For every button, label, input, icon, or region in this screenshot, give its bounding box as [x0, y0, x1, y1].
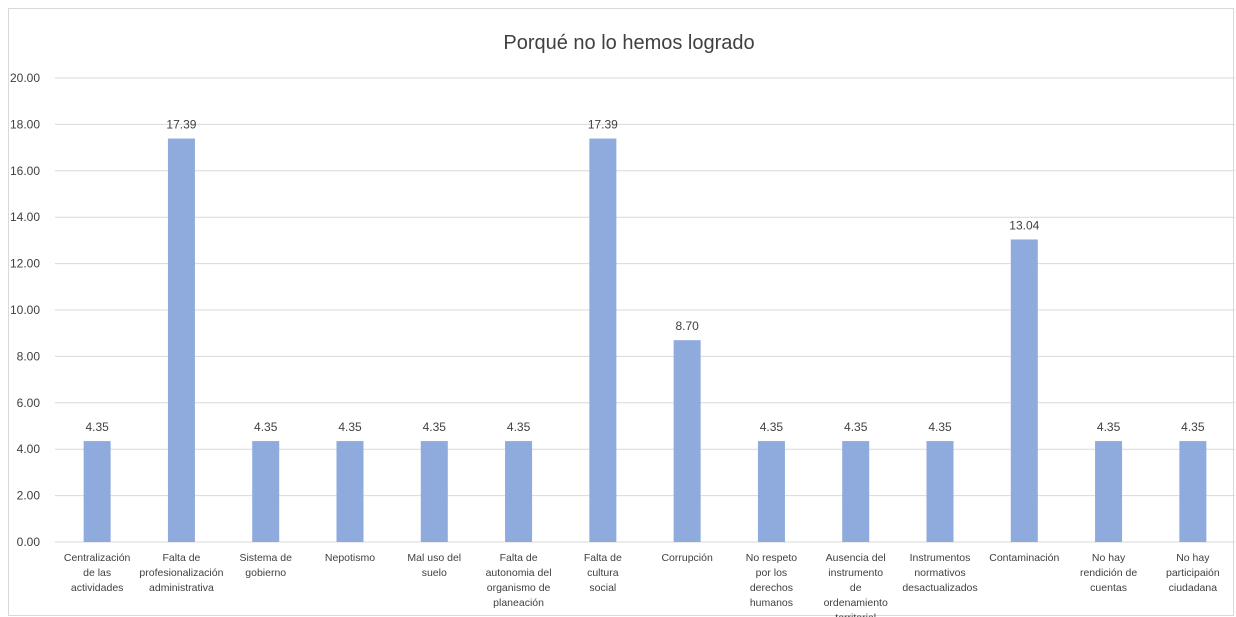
x-tick-label: Falta de cultura social	[584, 552, 622, 594]
data-label: 4.35	[254, 420, 278, 434]
data-label: 4.35	[1097, 420, 1121, 434]
y-tick-label: 12.00	[10, 257, 40, 271]
y-tick-label: 18.00	[10, 117, 40, 131]
x-tick-label: Centralización de las actividades	[64, 552, 131, 594]
x-tick-label: Instrumentos normativos desactualizados	[902, 552, 977, 594]
x-tick-label: Contaminación	[989, 552, 1059, 564]
y-tick-label: 14.00	[10, 210, 40, 224]
bar	[1095, 441, 1123, 542]
x-tick-label: Nepotismo	[325, 552, 375, 564]
bar	[842, 441, 870, 542]
y-tick-label: 10.00	[10, 303, 40, 317]
data-label: 8.70	[675, 319, 699, 333]
data-label: 4.35	[423, 420, 447, 434]
data-label: 17.39	[166, 118, 196, 132]
bar	[757, 441, 785, 542]
y-tick-label: 2.00	[17, 489, 41, 503]
x-tick-label: No hay rendición de cuentas	[1080, 552, 1137, 594]
data-labels: 4.35 17.39 4.35 4.35 4.35 4.35 17.39 8.70 4.35 4.…	[85, 118, 1204, 435]
x-tick-label: No hay participaión ciudadana	[1166, 552, 1220, 594]
y-tick-label: 0.00	[17, 535, 41, 549]
y-tick-label: 16.00	[10, 164, 40, 178]
chart-title: Porqué no lo hemos logrado	[503, 32, 754, 54]
bar-chart: Porqué no lo hemos logrado 0.00 2.00 4.00 6…	[10, 32, 1235, 617]
y-tick-label: 6.00	[17, 396, 41, 410]
y-tick-label: 4.00	[17, 442, 41, 456]
data-label: 4.35	[760, 420, 784, 434]
bar	[926, 441, 954, 542]
bar	[336, 441, 364, 542]
bar	[505, 441, 533, 542]
y-tick-label: 8.00	[17, 349, 41, 363]
bar	[589, 138, 617, 542]
bar	[252, 441, 280, 542]
x-tick-label: Falta de profesionalización administrativa	[139, 552, 223, 594]
bar	[1179, 441, 1207, 542]
x-tick-label: Ausencia delinstrumentodeordenamientoter…	[824, 552, 888, 617]
gridlines	[55, 77, 1235, 543]
y-axis-ticks: 0.00 2.00 4.00 6.00 8.00 10.00 12.00 14.00 16.00…	[10, 71, 40, 549]
bar	[167, 138, 195, 542]
chart-frame: Porqué no lo hemos logrado 0.00 2.00 4.00 6…	[8, 8, 1235, 617]
data-label: 4.35	[85, 420, 109, 434]
bar	[420, 441, 448, 542]
data-label: 4.35	[844, 420, 868, 434]
data-label: 4.35	[507, 420, 531, 434]
x-tick-label: Mal uso del suelo	[407, 552, 461, 579]
bar	[1010, 239, 1038, 543]
data-label: 4.35	[1181, 420, 1205, 434]
x-tick-label: Corrupción	[661, 552, 713, 564]
data-label: 4.35	[928, 420, 952, 434]
data-label: 4.35	[338, 420, 362, 434]
x-tick-label: Falta de autonomia del organismo de planeac…	[486, 552, 552, 609]
data-label: 13.04	[1009, 218, 1039, 232]
bars	[83, 138, 1207, 543]
y-tick-label: 20.00	[10, 71, 40, 85]
bar	[83, 441, 111, 542]
x-tick-label: No respeto por los derechos humanos	[746, 552, 798, 609]
x-tick-label: Sistema de gobierno	[239, 552, 292, 579]
data-label: 17.39	[588, 118, 618, 132]
bar	[673, 340, 701, 542]
